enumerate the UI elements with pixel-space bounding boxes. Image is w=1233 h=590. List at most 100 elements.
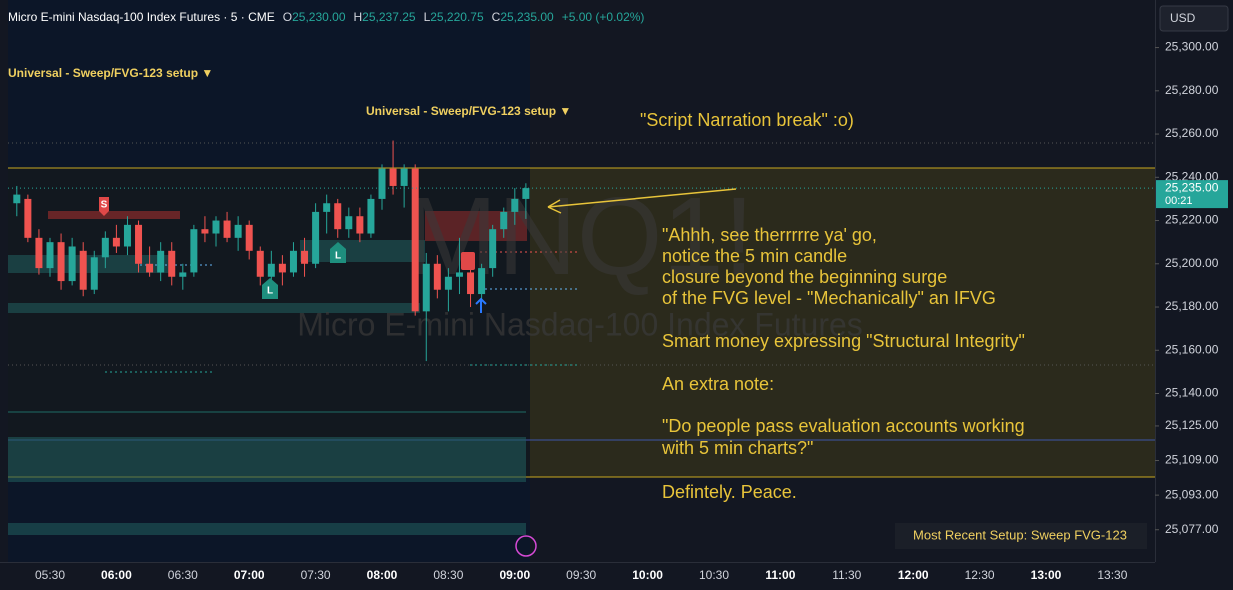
candle-body xyxy=(201,229,209,234)
fvg-zone xyxy=(8,255,170,273)
candle-body xyxy=(35,237,43,269)
fvg-zone xyxy=(8,523,526,535)
indicator-label: Universal - Sweep/FVG-123 setup ▼ xyxy=(366,104,571,118)
candle-body xyxy=(157,250,165,273)
annotation-line: of the FVG level - "Mechanically" an IFV… xyxy=(662,288,996,308)
y-tick-label: 25,093.00 xyxy=(1165,487,1219,501)
candle-body xyxy=(245,224,253,251)
x-tick-label: 06:30 xyxy=(168,568,198,582)
candle-body xyxy=(312,211,320,264)
annotation-line: An extra note: xyxy=(662,374,774,394)
candle-body xyxy=(46,242,54,269)
candle-body xyxy=(234,224,242,238)
candle-body xyxy=(57,242,65,282)
candle-body xyxy=(123,224,131,247)
currency: USD xyxy=(1170,11,1196,25)
y-tick-label: 25,180.00 xyxy=(1165,299,1219,313)
candle-body xyxy=(467,272,475,295)
y-tick-label: 25,220.00 xyxy=(1165,213,1219,227)
annotation-line: with 5 min charts?" xyxy=(661,438,813,458)
annotation-line: closure beyond the beginning surge xyxy=(662,267,947,287)
candle-body xyxy=(522,188,530,199)
header: Micro E-mini Nasdaq-100 Index Futures · … xyxy=(8,10,644,24)
candle-body xyxy=(400,168,408,186)
candle-body xyxy=(478,268,486,295)
candle-body xyxy=(112,237,120,247)
marker-bg xyxy=(99,197,109,216)
x-tick-label: 09:00 xyxy=(499,568,530,582)
candle-body xyxy=(13,194,21,204)
x-tick-label: 13:00 xyxy=(1031,568,1062,582)
fvg-zone-red xyxy=(48,211,180,219)
fvg-zone-red xyxy=(425,211,527,241)
x-tick-label: 12:30 xyxy=(965,568,995,582)
candle-body xyxy=(190,229,198,273)
y-tick-label: 25,260.00 xyxy=(1165,126,1219,140)
x-tick-label: 13:30 xyxy=(1097,568,1127,582)
candle-body xyxy=(489,229,497,269)
y-tick-label: 25,140.00 xyxy=(1165,386,1219,400)
annotation-line: "Do people pass evaluation accounts work… xyxy=(662,416,1025,436)
candle-body xyxy=(378,168,386,199)
x-tick-label: 07:00 xyxy=(234,568,265,582)
x-tick-label: 06:00 xyxy=(101,568,132,582)
fvg-zone xyxy=(8,303,420,313)
candle-body xyxy=(223,220,231,238)
candle-body xyxy=(455,272,463,277)
candle-body xyxy=(500,211,508,230)
candle-body xyxy=(422,263,430,312)
up-arrow-marker xyxy=(475,297,487,313)
x-tick-label: 07:30 xyxy=(301,568,331,582)
setup-label: Most Recent Setup: Sweep FVG-123 xyxy=(913,527,1127,542)
down-arrow-marker xyxy=(461,252,475,270)
candle-body xyxy=(68,246,76,282)
candle-body xyxy=(212,220,220,234)
price-axis xyxy=(1155,0,1233,590)
arrow-head xyxy=(547,199,562,214)
candle-body xyxy=(24,198,32,238)
annotation-title: "Script Narration break" :o) xyxy=(640,110,854,130)
arrow xyxy=(547,188,737,208)
x-tick-label: 09:30 xyxy=(566,568,596,582)
candle-body xyxy=(356,216,364,234)
x-tick-label: 08:30 xyxy=(433,568,463,582)
candle-body xyxy=(179,272,187,277)
candle-body xyxy=(79,250,87,290)
candle-body xyxy=(411,168,419,312)
annotation-line: notice the 5 min candle xyxy=(662,246,847,266)
annotation-box xyxy=(530,168,1155,477)
x-tick-label: 10:30 xyxy=(699,568,729,582)
candle-body xyxy=(101,237,109,258)
x-tick-label: 05:30 xyxy=(35,568,65,582)
candle-body xyxy=(168,250,176,277)
countdown: 00:21 xyxy=(1165,195,1193,207)
candle-body xyxy=(323,203,331,212)
setup-box xyxy=(895,523,1147,549)
marker: L xyxy=(267,286,273,297)
candle-body xyxy=(511,198,519,212)
candle-body xyxy=(444,276,452,290)
candle-body xyxy=(278,263,286,273)
candle-body xyxy=(345,216,353,230)
annotation-line: Defintely. Peace. xyxy=(662,482,797,502)
x-tick-label: 12:00 xyxy=(898,568,929,582)
candle-body xyxy=(433,263,441,290)
candle-body xyxy=(301,250,309,264)
watermark: Micro E-mini Nasdaq-100 Index Futures xyxy=(297,306,863,342)
candle-body xyxy=(389,168,397,186)
alert-icon[interactable] xyxy=(515,535,537,557)
last-price-box xyxy=(1156,180,1228,209)
currency-box[interactable] xyxy=(1159,5,1229,32)
annotation-line: Smart money expressing "Structural Integ… xyxy=(662,331,1025,351)
x-tick-label: 11:00 xyxy=(765,568,795,582)
annotation-line: "Ahhh, see therrrrre ya' go, xyxy=(662,225,877,245)
y-tick-label: 25,200.00 xyxy=(1165,256,1219,270)
y-tick-label: 25,077.00 xyxy=(1165,522,1219,536)
y-tick-label: 25,160.00 xyxy=(1165,342,1219,356)
last-price-label: 25,235.00 xyxy=(1165,180,1219,194)
x-tick-label: 11:30 xyxy=(832,568,861,582)
candle-body xyxy=(289,250,297,273)
fvg-zone xyxy=(8,437,526,482)
marker-bg xyxy=(262,278,278,299)
